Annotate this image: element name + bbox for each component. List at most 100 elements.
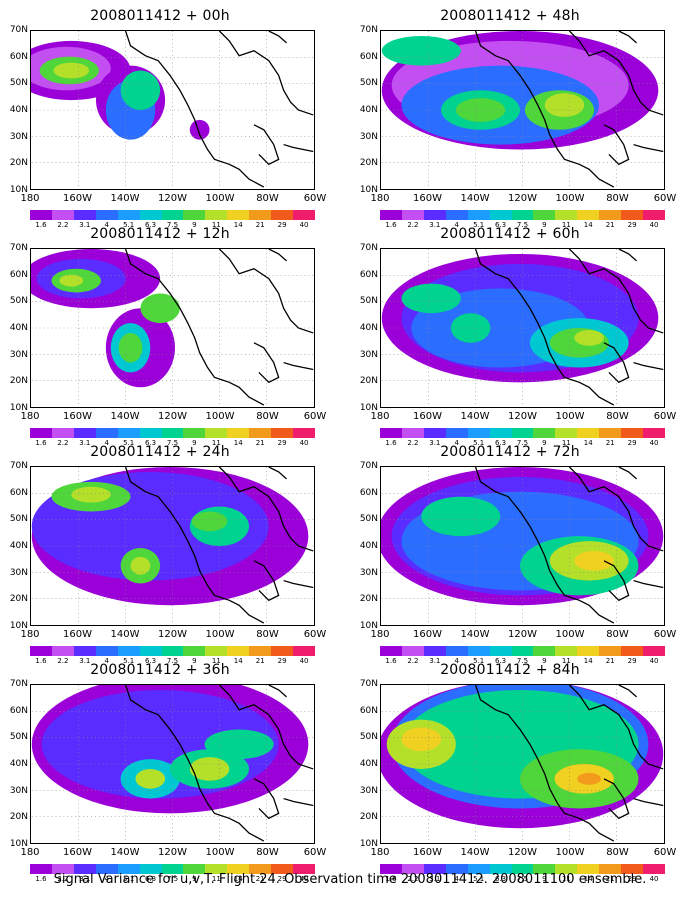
variance-contour (574, 550, 614, 571)
coastline (124, 31, 314, 188)
colorbar-tick-label: 14 (233, 221, 243, 229)
colorbar-swatch (293, 646, 315, 656)
colorbar-tick-label: 2.2 (407, 657, 419, 665)
latitude-label: 30N (359, 131, 378, 142)
latitude-label: 70N (359, 25, 378, 35)
latitude-label: 30N (359, 567, 378, 578)
colorbar-tick-label: 11 (561, 439, 571, 447)
longitude-label: 80W (606, 193, 629, 204)
colorbar-tick-label: 9 (542, 439, 547, 447)
colorbar-tick-label: 21 (605, 875, 615, 883)
colorbar-tick-label: 29 (277, 875, 287, 883)
latitude-label: 60N (9, 51, 28, 62)
longitude-label: 120W (508, 629, 537, 640)
variance-contour (191, 511, 228, 532)
longitude-label: 80W (256, 629, 279, 640)
colorbar-swatch (249, 864, 272, 874)
latitude-label: 30N (9, 349, 28, 360)
colorbar-tick-label: 4 (454, 439, 459, 447)
colorbar-swatch (467, 210, 490, 220)
colorbar-tick-label: 21 (605, 439, 615, 447)
longitude-label: 80W (256, 847, 279, 858)
longitude-label: 60W (653, 629, 677, 640)
colorbar-tick-label: 11 (561, 221, 571, 229)
colorbar-swatch (73, 864, 96, 874)
latitude-label: 70N (9, 243, 28, 253)
latitude-label: 70N (359, 243, 378, 253)
colorbar-swatch (161, 646, 184, 656)
colorbar-tick-label: 9 (542, 875, 547, 883)
colorbar-tick-label: 14 (233, 875, 243, 883)
colorbar-swatch (227, 210, 250, 220)
variance-field (31, 31, 314, 189)
colorbar-tick-label: 3.1 (429, 221, 441, 229)
map-panel: 2008011412 + 00h 70N 60N 50N 40N 30N 20N 10N 180… (0, 8, 327, 229)
colorbar-swatch (139, 646, 162, 656)
latitude-label: 40N (359, 541, 378, 551)
coastline (474, 249, 664, 406)
variance-contour (577, 772, 602, 785)
colorbar-swatch (117, 864, 140, 874)
colorbar-swatch (271, 210, 294, 220)
colorbar-swatch (205, 864, 228, 874)
colorbar-tick-label: 11 (211, 221, 221, 229)
colorbar-tick-label: 29 (627, 439, 637, 447)
colorbar-swatch (489, 428, 512, 438)
longitude-label: 180 (20, 629, 40, 640)
colorbar-tick-label: 1.6 (385, 439, 397, 447)
variance-field (381, 467, 664, 625)
longitude-label: 160W (63, 847, 92, 858)
longitude-label: 140W (110, 847, 140, 858)
longitude-label: 120W (508, 411, 537, 422)
figure-caption: Signal Variance for u,v,T. Flight 24. Ob… (53, 872, 647, 887)
colorbar-swatch (205, 646, 228, 656)
colorbar-swatch (555, 210, 578, 220)
latitude-label: 40N (359, 105, 378, 115)
colorbar-tick-label: 2.2 (57, 875, 69, 883)
colorbar-tick-label: 14 (583, 439, 593, 447)
latitude-label: 30N (9, 131, 28, 142)
colorbar-swatch (139, 210, 162, 220)
colorbar-tick-label: 40 (649, 439, 659, 447)
colorbar-tick-label: 40 (299, 657, 309, 665)
colorbar-swatch (30, 210, 52, 220)
colorbar-swatch (293, 210, 315, 220)
latitude-label: 20N (9, 376, 28, 387)
variance-contour (450, 313, 491, 343)
colorbar-tick-label: 11 (211, 657, 221, 665)
colorbar-swatch (401, 428, 424, 438)
longitude-label: 80W (256, 411, 279, 422)
colorbar-tick-label: 40 (649, 221, 659, 229)
colorbar-swatch (489, 210, 512, 220)
latitude-label: 60N (359, 51, 378, 62)
longitude-label: 180 (20, 193, 40, 204)
colorbar-tick-label: 7.5 (516, 875, 529, 883)
colorbar-swatch (489, 864, 512, 874)
variance-field (381, 685, 664, 843)
latitude-label: 50N (9, 296, 28, 307)
colorbar-swatch (621, 428, 644, 438)
colorbar-tick-label: 7.5 (516, 221, 529, 229)
panel-title: 2008011412 + 84h (440, 662, 580, 678)
colorbar-labels: 1.6 2.2 3.1 4 5.1 6.3 7.5 9 11 14 21 29 40 (380, 874, 665, 884)
colorbar-tick-label: 6.3 (145, 657, 157, 665)
longitude-label: 120W (158, 847, 187, 858)
colorbar-tick-label: 3.1 (79, 439, 91, 447)
longitude-label: 80W (606, 629, 629, 640)
longitude-label: 140W (110, 193, 140, 204)
colorbar (30, 428, 315, 438)
colorbar (30, 210, 315, 220)
colorbar-tick-label: 6.3 (495, 657, 507, 665)
longitude-label: 180 (370, 847, 390, 858)
longitude-label: 120W (508, 847, 537, 858)
longitude-label: 160W (413, 193, 442, 204)
longitude-label: 100W (555, 193, 585, 204)
latitude-label: 40N (9, 323, 28, 333)
colorbar-tick-label: 5.1 (123, 439, 135, 447)
colorbar-swatch (161, 864, 184, 874)
colorbar (380, 428, 665, 438)
latitude-label: 10N (9, 839, 28, 849)
colorbar-tick-label: 3.1 (429, 657, 441, 665)
latitude-label: 40N (9, 105, 28, 115)
colorbar-tick-label: 9 (192, 221, 197, 229)
